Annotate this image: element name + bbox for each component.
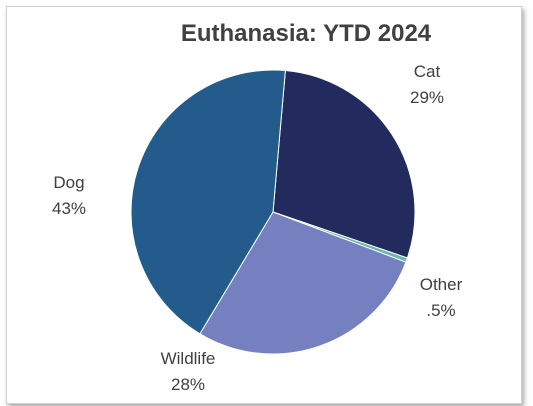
pie-slice-wildlife <box>199 211 407 355</box>
slice-label-percent-wildlife: 28% <box>171 375 205 394</box>
slice-label-name-other: Other <box>420 275 463 294</box>
pie-slice-cat <box>272 69 416 259</box>
slice-label-percent-dog: 43% <box>52 199 86 218</box>
chart-title: Euthanasia: YTD 2024 <box>181 20 432 47</box>
slice-label-percent-other: .5% <box>426 301 455 320</box>
slice-label-name-dog: Dog <box>53 173 84 192</box>
slice-label-name-cat: Cat <box>414 62 441 81</box>
pie-slices <box>130 69 416 355</box>
slice-labels: Cat 29% Other .5% Wildlife 28% Dog 43% <box>52 62 463 394</box>
slice-label-percent-cat: 29% <box>410 88 444 107</box>
slice-label-name-wildlife: Wildlife <box>161 349 216 368</box>
pie-slice-dog <box>130 69 286 335</box>
